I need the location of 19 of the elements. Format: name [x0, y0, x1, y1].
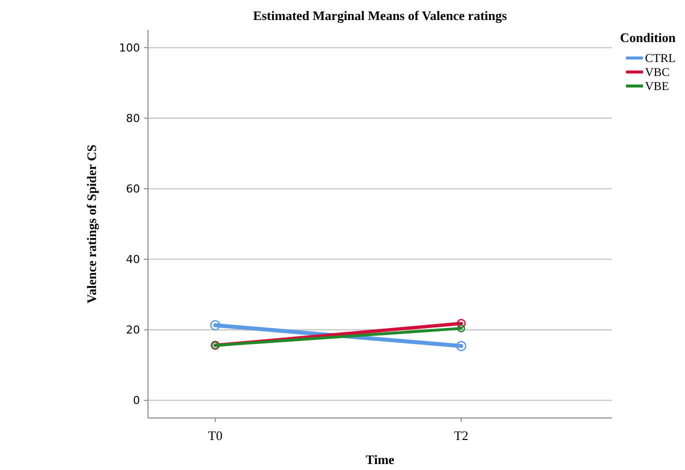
point — [456, 318, 466, 328]
legend-title: Condition — [620, 30, 676, 45]
point — [457, 324, 466, 332]
y-tick-label: 0 — [133, 394, 140, 408]
legend-label: VBC — [645, 65, 670, 80]
x-axis-title: Time — [366, 452, 395, 467]
x-tick-label: T0 — [208, 428, 223, 443]
x-tick-label: T2 — [454, 428, 468, 443]
chart-title: Estimated Marginal Means of Valence ratings — [253, 8, 507, 23]
y-tick-label: 40 — [126, 253, 140, 266]
y-tick-label: 100 — [119, 41, 140, 54]
y-tick-label: 60 — [126, 182, 140, 196]
point — [456, 340, 466, 352]
legend-label: VBE — [645, 79, 669, 94]
y-axis-title: Valence ratings of Spider CS — [84, 144, 99, 304]
legend-label: CTRL — [645, 51, 676, 66]
y-tick-label: 80 — [126, 112, 140, 126]
y-tick-label: 20 — [126, 324, 140, 337]
point — [210, 320, 220, 330]
